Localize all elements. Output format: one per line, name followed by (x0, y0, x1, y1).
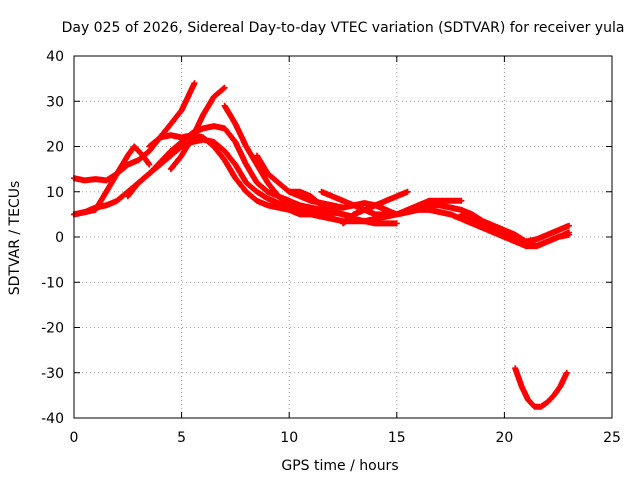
x-tick-label: 5 (177, 430, 186, 446)
y-tick-label: -40 (41, 411, 64, 427)
series-track-13 (512, 365, 570, 410)
y-tick-label: 30 (46, 94, 64, 110)
x-axis-label: GPS time / hours (281, 458, 398, 474)
y-tick-label: 10 (46, 185, 64, 201)
grid-layer (74, 56, 612, 418)
data-point-markers (512, 365, 570, 410)
series-track-12 (458, 211, 572, 250)
y-tick-label: -20 (41, 321, 64, 337)
series-track-7 (221, 102, 336, 220)
x-tick-label: 20 (495, 430, 513, 446)
data-point-markers (71, 80, 198, 184)
series-track-1 (71, 80, 198, 184)
y-tick-label: 40 (46, 49, 64, 65)
y-axis-label: SDTVAR / TECUs (7, 181, 23, 296)
data-point-markers (286, 188, 400, 227)
data-point-markers (340, 188, 411, 227)
x-tick-label: 0 (70, 430, 79, 446)
series-track-8 (253, 152, 572, 245)
chart-title: Day 025 of 2026, Sidereal Day-to-day VTE… (62, 20, 625, 36)
data-point-markers (458, 211, 572, 250)
x-tick-label: 25 (603, 430, 621, 446)
data-layer (71, 80, 572, 410)
series-track-11 (340, 188, 411, 227)
y-tick-label: -10 (41, 275, 64, 291)
y-tick-label: -30 (41, 366, 64, 382)
y-tick-label: 0 (55, 230, 64, 246)
x-tick-label: 15 (388, 430, 406, 446)
tick-layer: 0 5 10 15 20 25 -40 -30 -20 -10 0 10 20 30 40 (41, 49, 621, 446)
data-point-markers (253, 152, 572, 245)
series-track-9 (286, 188, 400, 227)
y-tick-label: 20 (46, 140, 64, 156)
x-tick-label: 10 (280, 430, 298, 446)
data-point-markers (221, 102, 336, 220)
